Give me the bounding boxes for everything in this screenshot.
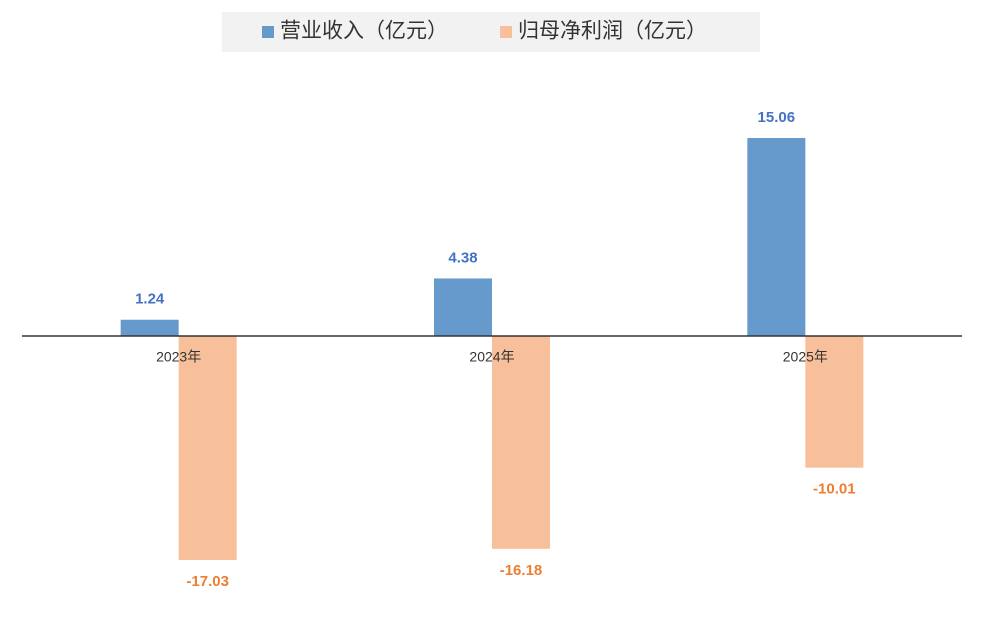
value-label: 15.06 bbox=[758, 109, 796, 126]
legend-label: 归母净利润（亿元） bbox=[518, 20, 707, 43]
x-tick-label: 2023年 bbox=[156, 349, 201, 365]
value-label: 1.24 bbox=[135, 291, 165, 308]
value-label: 4.38 bbox=[448, 249, 477, 266]
value-label: -17.03 bbox=[186, 573, 229, 590]
bar bbox=[805, 336, 864, 468]
bar bbox=[178, 336, 237, 560]
x-tick-label: 2025年 bbox=[783, 349, 828, 365]
value-label: -16.18 bbox=[500, 562, 543, 579]
bar bbox=[120, 319, 179, 337]
legend-box bbox=[222, 12, 760, 52]
legend-swatch bbox=[262, 26, 274, 38]
bar bbox=[747, 138, 806, 337]
bar bbox=[492, 336, 550, 549]
x-tick-label: 2024年 bbox=[469, 349, 514, 365]
legend-swatch bbox=[500, 26, 512, 38]
legend-label: 营业收入（亿元） bbox=[280, 20, 448, 43]
value-label: -10.01 bbox=[813, 481, 856, 498]
bar bbox=[434, 278, 492, 337]
